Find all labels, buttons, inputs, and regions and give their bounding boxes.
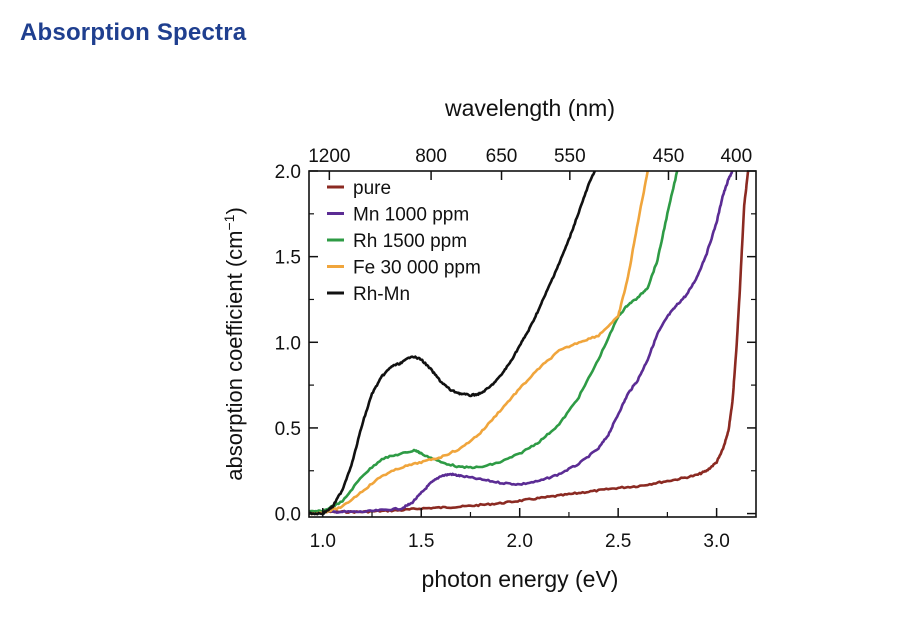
- y-axis-label: absorption coefficient (cm−1): [221, 207, 247, 481]
- top-tick-label: 800: [415, 146, 447, 167]
- series-line-4: [309, 171, 597, 516]
- x-axis-label: photon energy (eV): [422, 566, 619, 592]
- top-tick-label: 400: [720, 146, 752, 167]
- x-tick-label: 2.5: [605, 531, 631, 552]
- series-line-1: [309, 171, 734, 514]
- top-tick-label: 650: [486, 146, 518, 167]
- x-tick-label: 3.0: [703, 531, 729, 552]
- series-layer: [309, 171, 750, 516]
- plot-frame: [308, 170, 757, 518]
- axes-layer: 1.0 1.5 2.0 2.5 3.0 0.0 0.5 1.0 1.5 2.0 1200 800 650…: [275, 146, 756, 552]
- legend-label: pure: [353, 178, 391, 199]
- top-tick-label: 1200: [308, 146, 350, 167]
- legend-label: Fe 30 000 ppm: [353, 258, 481, 279]
- legend-label: Mn 1000 ppm: [353, 205, 469, 226]
- y-tick-label: 2.0: [275, 162, 301, 183]
- series-line-2: [309, 171, 679, 514]
- top-tick-label: 450: [653, 146, 685, 167]
- y-tick-label: 1.5: [275, 248, 301, 269]
- page-title: Absorption Spectra: [20, 19, 247, 46]
- x-tick-label: 2.0: [506, 531, 532, 552]
- top-tick-label: 550: [554, 146, 586, 167]
- top-axis-label: wavelength (nm): [444, 95, 615, 121]
- y-axis-label-close: ): [222, 207, 247, 214]
- y-tick-label: 0.5: [275, 419, 301, 440]
- y-axis-label-group: absorption coefficient (cm−1): [221, 207, 247, 481]
- series-line-3: [309, 171, 649, 516]
- x-tick-label: 1.0: [310, 531, 336, 552]
- legend: pure Mn 1000 ppm Rh 1500 ppm Fe 30 000 ppm R…: [327, 178, 481, 305]
- y-tick-label: 0.0: [275, 505, 301, 526]
- x-tick-label: 1.5: [408, 531, 434, 552]
- y-tick-label: 1.0: [275, 333, 301, 354]
- legend-label: Rh 1500 ppm: [353, 231, 467, 252]
- y-axis-label-main: absorption coefficient (cm: [222, 231, 247, 481]
- legend-label: Rh-Mn: [353, 284, 410, 305]
- y-axis-label-exp: −1: [221, 214, 237, 230]
